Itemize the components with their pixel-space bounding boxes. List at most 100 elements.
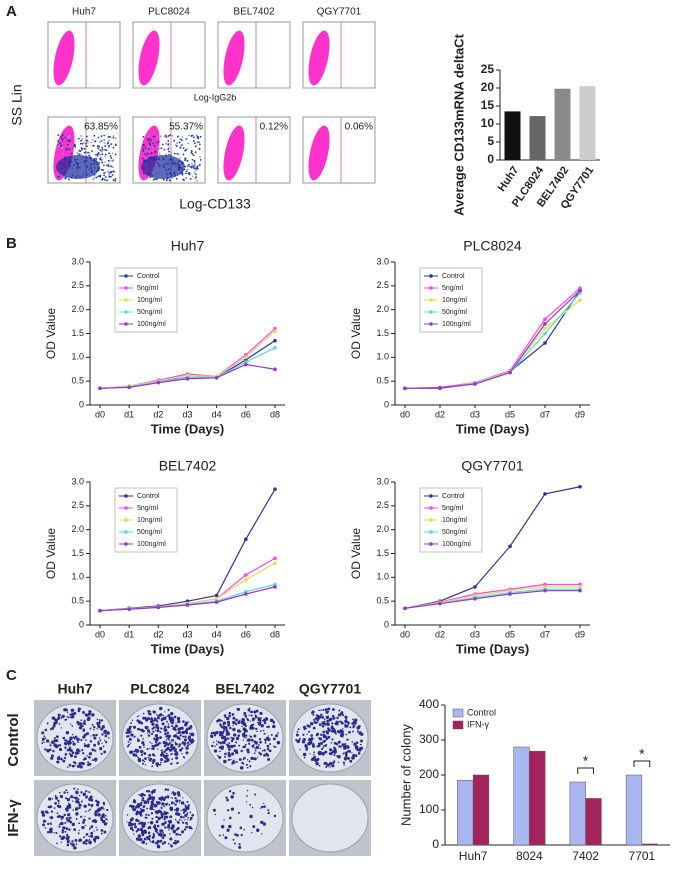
colony [256, 756, 259, 758]
cell-population [53, 30, 75, 86]
colony [241, 717, 244, 721]
point [473, 596, 477, 601]
colony [232, 727, 236, 732]
colony [72, 742, 75, 745]
colony [140, 793, 144, 797]
colony [60, 716, 63, 719]
colony [70, 715, 73, 719]
colony [185, 821, 188, 825]
colony [173, 802, 175, 804]
x-tick-label: d7 [540, 629, 550, 639]
colony [142, 743, 145, 747]
colony [342, 728, 344, 730]
event-dot [63, 176, 66, 179]
colony [166, 720, 168, 723]
colony [231, 737, 235, 741]
event-dot [112, 166, 114, 169]
point [273, 556, 277, 561]
colony [137, 737, 139, 739]
event-dot [142, 147, 145, 150]
colony [253, 757, 257, 761]
colony [264, 739, 267, 742]
colony [104, 730, 108, 733]
colony [157, 716, 160, 720]
colony [91, 713, 95, 717]
colony [182, 808, 186, 812]
dish [206, 783, 284, 853]
colony [242, 734, 246, 738]
colony [41, 742, 44, 745]
event-dot [179, 147, 182, 149]
event-dot [147, 144, 150, 147]
bar [569, 781, 586, 846]
colony [126, 821, 128, 823]
point [273, 487, 277, 491]
colony [360, 739, 363, 743]
event-dot [149, 139, 152, 142]
event-dot [192, 136, 195, 139]
colony [178, 819, 181, 821]
dish [291, 783, 369, 853]
colony [164, 821, 167, 824]
colony [74, 735, 78, 739]
colony [66, 715, 68, 718]
point [273, 561, 277, 565]
colony [151, 716, 153, 718]
y-tick-label: 0 [79, 619, 84, 629]
bar [554, 88, 571, 160]
colony [171, 753, 174, 755]
colony [259, 747, 262, 750]
colony [224, 836, 228, 840]
event-dot [193, 164, 196, 167]
event-dot [70, 152, 73, 155]
legend-label: 100ng/ml [137, 541, 166, 548]
colony [64, 742, 68, 746]
colony [313, 755, 316, 758]
colony [128, 727, 132, 731]
legend-label: 5ng/ml [442, 505, 463, 512]
event-dot [199, 158, 202, 161]
colony [352, 753, 356, 757]
colony [152, 730, 155, 733]
colony [163, 728, 165, 730]
colony [173, 753, 176, 756]
colony [176, 840, 180, 844]
colony [98, 719, 101, 722]
x-tick-label: d3 [470, 629, 480, 639]
row-label: Control [5, 713, 22, 766]
point [508, 544, 512, 549]
event-dot [194, 177, 196, 180]
point [403, 606, 407, 611]
colony [160, 749, 163, 752]
colony [231, 760, 235, 765]
colony [160, 799, 163, 802]
event-dot [156, 145, 159, 148]
colony [154, 733, 159, 738]
colony [331, 722, 334, 725]
event-dot [165, 179, 168, 182]
event-dot [104, 176, 107, 179]
colony [246, 740, 248, 742]
colony [103, 822, 107, 826]
colony [232, 725, 234, 727]
colony [177, 745, 180, 748]
colony [178, 802, 181, 804]
event-dot [71, 144, 74, 147]
colony [160, 815, 164, 819]
event-dot [108, 144, 111, 147]
cell-population [141, 155, 185, 179]
event-dot [181, 139, 184, 142]
event-dot [167, 143, 170, 146]
colony [65, 807, 68, 811]
colony [57, 802, 60, 805]
colony [324, 761, 328, 765]
colony [352, 720, 357, 724]
colony [239, 719, 241, 722]
event-dot [104, 171, 107, 174]
point [543, 331, 547, 336]
event-dot [197, 141, 199, 144]
event-dot [191, 158, 194, 161]
colony [154, 810, 159, 814]
event-dot [159, 135, 162, 138]
colony [218, 834, 221, 837]
